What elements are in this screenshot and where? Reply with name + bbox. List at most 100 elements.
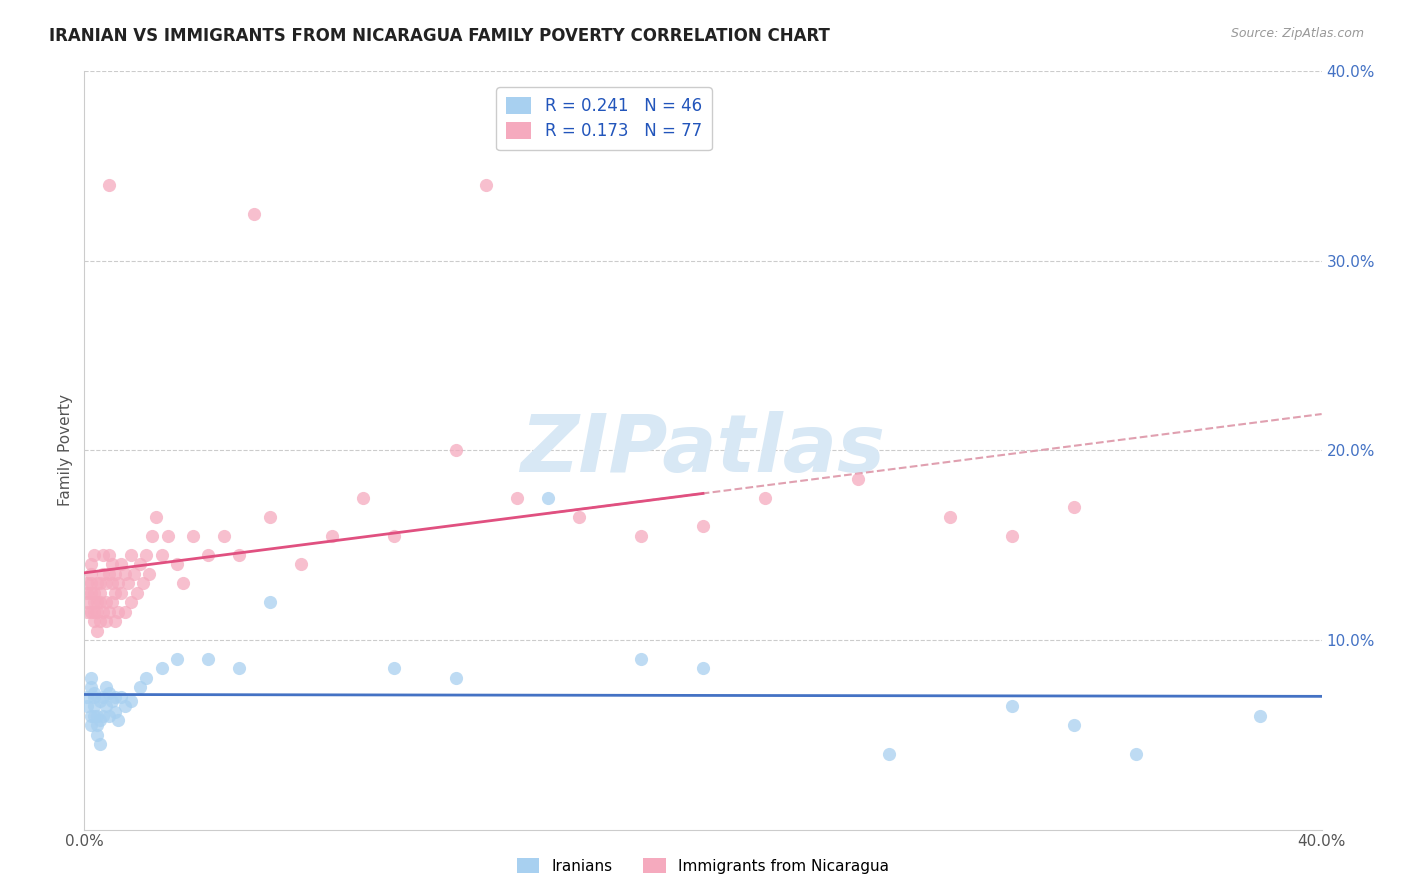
Point: [110, 557, 132, 572]
Point: [846, 472, 869, 486]
Point: [107, 605, 129, 619]
Point: [91, 605, 114, 619]
Point: [444, 671, 467, 685]
Point: [89, 614, 111, 628]
Point: [1001, 529, 1024, 543]
Point: [228, 548, 250, 562]
Point: [98, 686, 121, 700]
Point: [754, 491, 776, 505]
Point: [166, 652, 188, 666]
Point: [94, 699, 117, 714]
Point: [692, 519, 714, 533]
Point: [83, 699, 105, 714]
Point: [114, 605, 136, 619]
Point: [79, 671, 101, 685]
Point: [79, 576, 101, 591]
Point: [79, 708, 101, 723]
Point: [166, 557, 188, 572]
Y-axis label: Family Poverty: Family Poverty: [58, 394, 73, 507]
Point: [475, 178, 498, 193]
Point: [568, 509, 591, 524]
Legend: R = 0.241   N = 46, R = 0.173   N = 77: R = 0.241 N = 46, R = 0.173 N = 77: [496, 87, 711, 150]
Point: [877, 747, 900, 761]
Point: [129, 681, 152, 695]
Point: [321, 529, 343, 543]
Point: [86, 718, 108, 732]
Point: [114, 699, 136, 714]
Text: ZIPatlas: ZIPatlas: [520, 411, 886, 490]
Point: [290, 557, 312, 572]
Point: [76, 605, 98, 619]
Point: [506, 491, 529, 505]
Point: [537, 491, 560, 505]
Point: [79, 585, 101, 599]
Point: [89, 694, 111, 708]
Point: [76, 576, 98, 591]
Point: [630, 652, 652, 666]
Point: [101, 595, 124, 609]
Point: [156, 529, 179, 543]
Point: [135, 671, 157, 685]
Point: [101, 576, 124, 591]
Point: [94, 681, 117, 695]
Point: [86, 605, 108, 619]
Point: [382, 529, 405, 543]
Point: [692, 661, 714, 675]
Point: [83, 595, 105, 609]
Point: [83, 708, 105, 723]
Point: [259, 509, 281, 524]
Point: [104, 566, 127, 581]
Point: [114, 566, 136, 581]
Point: [94, 576, 117, 591]
Point: [110, 690, 132, 704]
Point: [83, 690, 105, 704]
Point: [138, 566, 160, 581]
Point: [110, 585, 132, 599]
Point: [86, 624, 108, 638]
Point: [83, 686, 105, 700]
Point: [79, 557, 101, 572]
Point: [79, 605, 101, 619]
Point: [91, 566, 114, 581]
Point: [145, 509, 167, 524]
Point: [101, 557, 124, 572]
Point: [1249, 708, 1271, 723]
Point: [91, 690, 114, 704]
Text: Source: ZipAtlas.com: Source: ZipAtlas.com: [1230, 27, 1364, 40]
Point: [98, 605, 121, 619]
Point: [98, 548, 121, 562]
Point: [122, 566, 145, 581]
Point: [98, 708, 121, 723]
Point: [939, 509, 962, 524]
Point: [76, 585, 98, 599]
Point: [91, 548, 114, 562]
Point: [104, 585, 127, 599]
Point: [129, 557, 152, 572]
Point: [104, 705, 127, 719]
Point: [104, 690, 127, 704]
Point: [125, 585, 148, 599]
Point: [76, 595, 98, 609]
Point: [132, 576, 155, 591]
Point: [172, 576, 194, 591]
Point: [83, 614, 105, 628]
Point: [120, 595, 142, 609]
Point: [83, 548, 105, 562]
Point: [83, 605, 105, 619]
Point: [117, 576, 139, 591]
Point: [94, 614, 117, 628]
Point: [89, 595, 111, 609]
Point: [91, 708, 114, 723]
Point: [1001, 699, 1024, 714]
Point: [89, 713, 111, 727]
Point: [79, 681, 101, 695]
Point: [86, 728, 108, 742]
Point: [86, 708, 108, 723]
Point: [382, 661, 405, 675]
Text: IRANIAN VS IMMIGRANTS FROM NICARAGUA FAMILY POVERTY CORRELATION CHART: IRANIAN VS IMMIGRANTS FROM NICARAGUA FAM…: [49, 27, 830, 45]
Point: [141, 529, 163, 543]
Point: [107, 713, 129, 727]
Point: [89, 576, 111, 591]
Point: [630, 529, 652, 543]
Point: [89, 585, 111, 599]
